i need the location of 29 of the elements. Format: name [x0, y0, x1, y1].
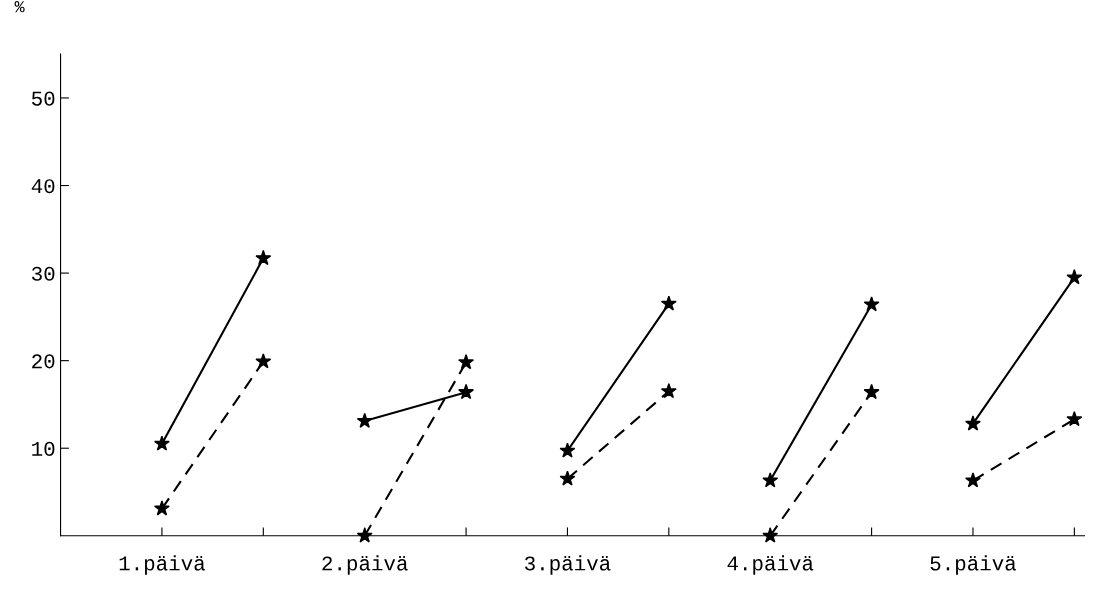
point: [559, 470, 576, 486]
x-tick-label: 4.päivä: [727, 555, 814, 575]
y-tick-label: 10: [32, 441, 55, 456]
point: [458, 383, 475, 400]
y-tick-label: 20: [32, 354, 55, 369]
point: [559, 442, 576, 458]
point: [863, 383, 880, 400]
y-tick-label: 30: [31, 266, 55, 281]
point: [1066, 269, 1083, 285]
point: [255, 353, 272, 369]
y-tick-label: 40: [31, 179, 55, 194]
x-tick-label: 2.päivä: [322, 555, 408, 575]
point: [1066, 410, 1083, 427]
point: [153, 500, 170, 516]
y-tick-label: 50: [31, 91, 55, 106]
x-tick-label: 3.päivä: [524, 555, 611, 575]
point: [660, 382, 677, 399]
x-tick-label: 5.päivä: [930, 555, 1017, 575]
y-axis-title: %: [14, 1, 25, 13]
point: [660, 295, 677, 311]
point: [762, 472, 779, 488]
point: [965, 472, 981, 488]
point: [255, 249, 272, 266]
point: [153, 435, 170, 451]
point: [356, 412, 373, 428]
point: [965, 415, 981, 431]
x-tick-label: 1.päivä: [119, 555, 205, 575]
point: [458, 354, 475, 370]
point: [863, 296, 880, 312]
